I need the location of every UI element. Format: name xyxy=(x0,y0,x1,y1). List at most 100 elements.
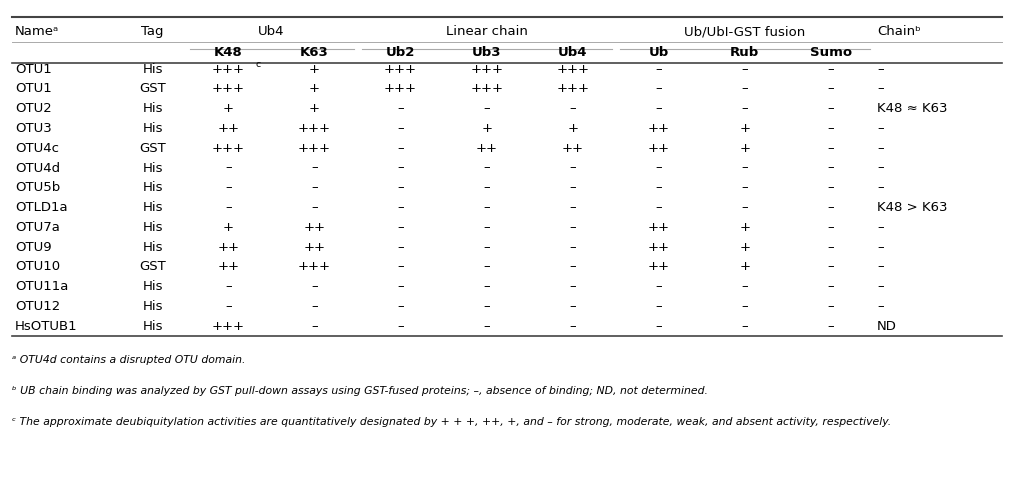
Text: ᵇ UB chain binding was analyzed by GST pull-down assays using GST-fused proteins: ᵇ UB chain binding was analyzed by GST p… xyxy=(12,386,708,396)
Text: –: – xyxy=(655,201,662,214)
Text: –: – xyxy=(311,320,317,333)
Text: –: – xyxy=(827,280,835,293)
Text: Ub4: Ub4 xyxy=(558,46,587,59)
Text: +: + xyxy=(309,102,320,115)
Text: –: – xyxy=(397,241,404,254)
Text: –: – xyxy=(741,63,748,76)
Text: –: – xyxy=(484,280,490,293)
Text: His: His xyxy=(142,201,163,214)
Text: –: – xyxy=(570,320,576,333)
Text: His: His xyxy=(142,320,163,333)
Text: +++: +++ xyxy=(298,142,331,155)
Text: –: – xyxy=(827,320,835,333)
Text: –: – xyxy=(397,161,404,174)
Text: –: – xyxy=(741,280,748,293)
Text: His: His xyxy=(142,122,163,135)
Text: –: – xyxy=(484,102,490,115)
Text: –: – xyxy=(827,82,835,95)
Text: +: + xyxy=(739,221,750,234)
Text: +: + xyxy=(739,142,750,155)
Text: –: – xyxy=(877,260,883,273)
Text: –: – xyxy=(484,320,490,333)
Text: –: – xyxy=(827,142,835,155)
Text: –: – xyxy=(827,300,835,313)
Text: –: – xyxy=(877,82,883,95)
Text: –: – xyxy=(397,300,404,313)
Text: +++: +++ xyxy=(212,142,245,155)
Text: +++: +++ xyxy=(212,320,245,333)
Text: ++: ++ xyxy=(648,142,670,155)
Text: –: – xyxy=(397,142,404,155)
Text: –: – xyxy=(877,300,883,313)
Text: +++: +++ xyxy=(557,82,589,95)
Text: –: – xyxy=(484,201,490,214)
Text: His: His xyxy=(142,300,163,313)
Text: –: – xyxy=(570,102,576,115)
Text: –: – xyxy=(570,181,576,194)
Text: ++: ++ xyxy=(218,260,239,273)
Text: ++: ++ xyxy=(648,241,670,254)
Text: –: – xyxy=(570,161,576,174)
Text: –: – xyxy=(827,63,835,76)
Text: –: – xyxy=(877,63,883,76)
Text: –: – xyxy=(655,280,662,293)
Text: Ub: Ub xyxy=(649,46,669,59)
Text: –: – xyxy=(311,161,317,174)
Text: Sumo: Sumo xyxy=(810,46,852,59)
Text: GST: GST xyxy=(139,142,166,155)
Text: –: – xyxy=(655,300,662,313)
Text: ++: ++ xyxy=(218,241,239,254)
Text: His: His xyxy=(142,221,163,234)
Text: –: – xyxy=(225,280,232,293)
Text: –: – xyxy=(397,201,404,214)
Text: ++: ++ xyxy=(303,221,325,234)
Text: –: – xyxy=(655,82,662,95)
Text: +: + xyxy=(482,122,492,135)
Text: His: His xyxy=(142,102,163,115)
Text: +++: +++ xyxy=(470,63,503,76)
Text: OTU2: OTU2 xyxy=(15,102,52,115)
Text: His: His xyxy=(142,280,163,293)
Text: –: – xyxy=(225,181,232,194)
Text: –: – xyxy=(827,221,835,234)
Text: –: – xyxy=(827,122,835,135)
Text: His: His xyxy=(142,161,163,174)
Text: ++: ++ xyxy=(218,122,239,135)
Text: –: – xyxy=(311,201,317,214)
Text: –: – xyxy=(397,221,404,234)
Text: –: – xyxy=(397,102,404,115)
Text: –: – xyxy=(397,122,404,135)
Text: –: – xyxy=(655,320,662,333)
Text: +++: +++ xyxy=(470,82,503,95)
Text: +: + xyxy=(309,63,320,76)
Text: –: – xyxy=(397,320,404,333)
Text: –: – xyxy=(877,122,883,135)
Text: c: c xyxy=(256,60,262,69)
Text: ++: ++ xyxy=(476,142,498,155)
Text: –: – xyxy=(741,320,748,333)
Text: –: – xyxy=(484,161,490,174)
Text: –: – xyxy=(741,161,748,174)
Text: His: His xyxy=(142,241,163,254)
Text: –: – xyxy=(570,201,576,214)
Text: HsOTUB1: HsOTUB1 xyxy=(15,320,78,333)
Text: –: – xyxy=(484,181,490,194)
Text: +: + xyxy=(223,221,234,234)
Text: Ub2: Ub2 xyxy=(386,46,416,59)
Text: –: – xyxy=(570,300,576,313)
Text: –: – xyxy=(225,300,232,313)
Text: His: His xyxy=(142,63,163,76)
Text: GST: GST xyxy=(139,260,166,273)
Text: –: – xyxy=(484,260,490,273)
Text: –: – xyxy=(827,102,835,115)
Text: –: – xyxy=(484,300,490,313)
Text: Rub: Rub xyxy=(730,46,759,59)
Text: K63: K63 xyxy=(300,46,329,59)
Text: –: – xyxy=(827,161,835,174)
Text: –: – xyxy=(877,181,883,194)
Text: –: – xyxy=(397,260,404,273)
Text: K48 ≈ K63: K48 ≈ K63 xyxy=(877,102,947,115)
Text: +++: +++ xyxy=(298,260,331,273)
Text: ++: ++ xyxy=(648,221,670,234)
Text: –: – xyxy=(827,260,835,273)
